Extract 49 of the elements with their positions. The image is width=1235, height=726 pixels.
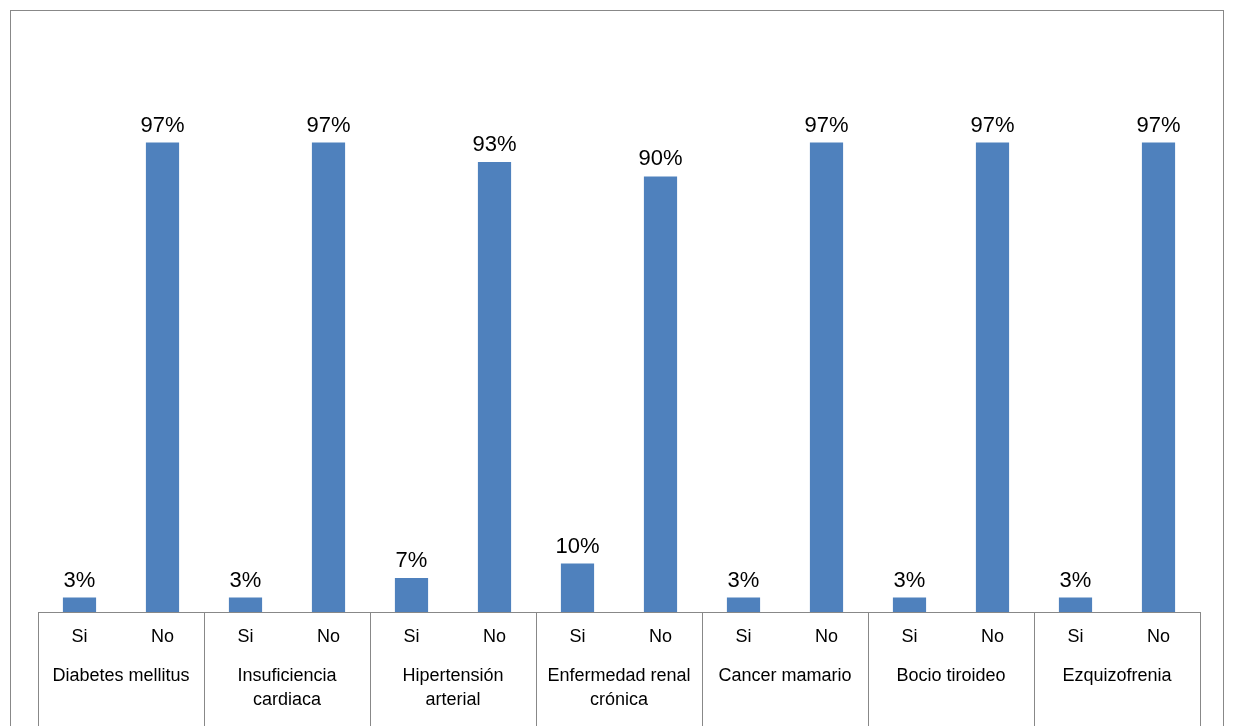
text: Hipertensión arterial [402,664,504,709]
bar [311,142,346,612]
data-label: 3% [229,566,262,592]
data-label: 10% [555,532,600,558]
bar [477,161,512,612]
x-tick-label: Si [237,625,254,646]
x-tick-label: Si [735,625,752,646]
bar [145,142,180,612]
text: Insuficiencia cardiaca [237,664,338,709]
x-tick-label: Si [71,625,88,646]
x-tick-label: No [482,625,507,646]
data-label: 3% [727,566,760,592]
data-label: 90% [638,145,683,171]
data-label: 97% [140,111,185,137]
bar [62,597,97,612]
bar [228,597,263,612]
x-tick-label: Si [901,625,918,646]
bar [975,142,1010,612]
x-tick-label: No [648,625,673,646]
x-tick-label: No [980,625,1005,646]
data-label: 3% [63,566,96,592]
bar [726,597,761,612]
x-tick-label: No [316,625,341,646]
text: Cancer mamario [718,664,852,685]
data-label: 93% [472,130,517,156]
x-tick-label: Si [569,625,586,646]
data-label: 7% [395,547,428,573]
bar [1058,597,1093,612]
text: Bocio tiroideo [896,664,1006,685]
x-tick-label: No [1146,625,1171,646]
data-label: 97% [306,111,351,137]
data-label: 97% [804,111,849,137]
x-tick-label: Si [1067,625,1084,646]
text: Enfermedad renal crónica [547,664,691,709]
x-tick-label: Si [403,625,420,646]
text: Ezquizofrenia [1062,664,1173,685]
bar [560,563,595,612]
bar [394,578,429,612]
text: Diabetes mellitus [52,664,190,685]
bar [643,176,678,612]
data-label: 3% [1059,566,1092,592]
bar [892,597,927,612]
x-tick-label: No [150,625,175,646]
bar [1141,142,1176,612]
data-label: 97% [970,111,1015,137]
data-label: 97% [1136,111,1181,137]
bar [809,142,844,612]
data-label: 3% [893,566,926,592]
x-tick-label: No [814,625,839,646]
